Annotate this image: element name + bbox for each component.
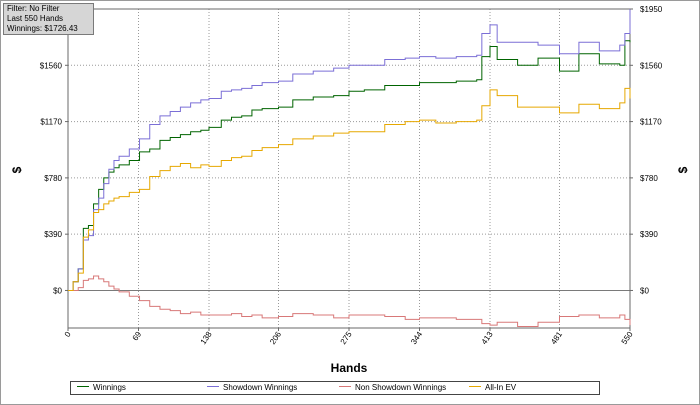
legend-item-allin-ev: All-In EV (469, 382, 516, 394)
winnings-text: Winnings: $1726.43 (7, 24, 78, 33)
legend: Winnings Showdown Winnings Non Showdown … (70, 381, 600, 395)
legend-swatch-showdown (207, 386, 219, 388)
y-tick-label-right: $1950 (640, 5, 663, 14)
series-showdown-winnings (68, 9, 631, 291)
grid-lines (68, 8, 630, 328)
legend-swatch-winnings (77, 386, 89, 388)
x-axis-label: Hands (331, 361, 368, 375)
y-tick-label-left: $1170 (40, 118, 62, 127)
y-tick-label-left: $1560 (40, 61, 63, 70)
series-group (68, 9, 631, 328)
y-tick-label-left: $780 (44, 174, 62, 183)
y-tick-label-right: $1170 (640, 118, 662, 127)
legend-label-non-showdown: Non Showdown Winnings (355, 383, 447, 392)
x-tick-label: 275 (339, 330, 354, 347)
series-non-showdown-winnings (68, 275, 631, 328)
legend-swatch-allin-ev (469, 386, 481, 388)
y-tick-label-right: $1560 (640, 61, 663, 70)
legend-item-non-showdown: Non Showdown Winnings (339, 382, 446, 394)
x-tick-label: 206 (268, 330, 283, 347)
legend-label-winnings: Winnings (93, 383, 126, 392)
y-tick-label-right: $0 (640, 286, 649, 295)
hands-text: Last 550 Hands (7, 14, 64, 23)
y-axis-label-right: $ (676, 166, 690, 173)
y-tick-labels-right: $0 $390 $780 $1170 $1560 $1950 (630, 5, 663, 295)
y-tick-labels-left: $0$390$780$1170$1560$1950 (40, 5, 68, 295)
x-tick-label: 413 (480, 330, 495, 347)
filter-text: Filter: No Filter (7, 4, 60, 13)
y-tick-label-right: $390 (640, 230, 658, 239)
x-tick-label: 550 (620, 330, 635, 347)
x-tick-label: 344 (409, 330, 424, 347)
info-box: Filter: No Filter Last 550 Hands Winning… (3, 3, 94, 35)
x-tick-label: 481 (549, 330, 564, 347)
x-tick-labels: 0 69 138 206 275 344 413 481 550 (63, 328, 635, 346)
series-allin-ev (68, 87, 631, 291)
x-tick-label: 69 (131, 330, 144, 343)
legend-label-showdown: Showdown Winnings (223, 383, 298, 392)
y-tick-label-left: $0 (53, 286, 62, 295)
legend-label-allin-ev: All-In EV (485, 383, 517, 392)
x-tick-label: 0 (63, 330, 73, 339)
legend-swatch-non-showdown (339, 386, 351, 388)
y-tick-label-right: $780 (640, 174, 658, 183)
y-axis-label-left: $ (10, 166, 24, 173)
legend-item-winnings: Winnings (77, 382, 126, 394)
x-tick-label: 138 (199, 330, 214, 347)
legend-item-showdown: Showdown Winnings (207, 382, 297, 394)
y-tick-label-left: $390 (44, 230, 62, 239)
